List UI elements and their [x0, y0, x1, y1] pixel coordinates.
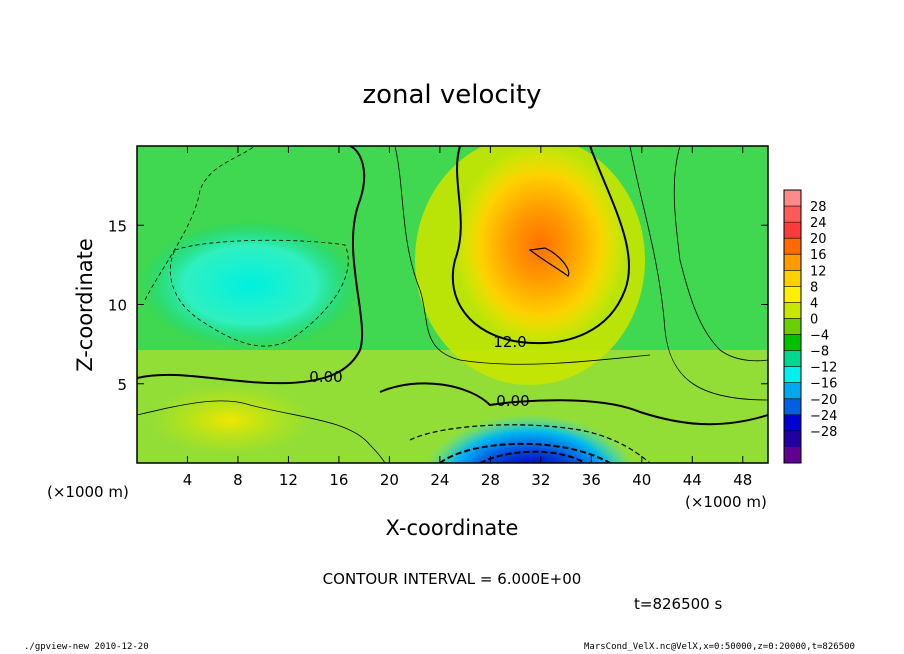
colorbar-swatch: [784, 254, 801, 271]
colorbar-frame: [783, 189, 802, 464]
colorbar-swatch: [784, 414, 801, 432]
contour-label: 12.0: [493, 333, 526, 351]
x-tick-label: 40: [632, 471, 651, 489]
heatmap-field: [137, 146, 768, 463]
colorbar-swatch: [784, 318, 801, 336]
footer-right: MarsCond_VelX.nc@VelX,x=0:50000,z=0:2000…: [584, 642, 855, 652]
colorbar-tick-label: −28: [810, 425, 837, 440]
x-tick-label: 44: [683, 471, 702, 489]
colorbar-swatch: [784, 206, 801, 223]
x-tick-label: 8: [233, 471, 243, 489]
contour-label: 0.00: [496, 392, 529, 410]
colorbar-swatch: [784, 382, 801, 400]
colorbar-tick-label: 16: [810, 248, 827, 263]
colorbar-swatch: [784, 286, 801, 303]
x-axis-label: X-coordinate: [386, 516, 519, 540]
time-label: t=826500 s: [634, 595, 722, 613]
contour-label: 0.00: [309, 368, 342, 386]
colorbar-tick-label: −4: [810, 329, 829, 344]
x-tick-label: 4: [183, 471, 193, 489]
chart-title: zonal velocity: [362, 80, 541, 110]
colorbar-swatch: [784, 270, 801, 287]
colorbar-tick-label: 28: [810, 200, 827, 215]
colorbar-tick-label: −20: [810, 393, 837, 408]
colorbar-swatch: [784, 366, 801, 384]
colorbar-tick-label: 20: [810, 232, 827, 247]
y-axis-label: Z-coordinate: [73, 238, 97, 372]
y-axis: 5 10 15: [108, 217, 768, 394]
colorbar-swatch: [784, 350, 801, 368]
contour-interval: CONTOUR INTERVAL = 6.000E+00: [323, 570, 582, 588]
colorbar-tick-label: 4: [810, 296, 818, 311]
colorbar-swatch: [784, 222, 801, 239]
x-tick-label: 24: [430, 471, 449, 489]
contour-labels: 12.0 0.00 0.00: [309, 333, 529, 410]
y-tick-label: 5: [117, 376, 127, 394]
colorbar-swatch: [784, 430, 801, 448]
colorbar-swatch: [784, 302, 801, 319]
x-tick-label: 12: [279, 471, 298, 489]
colorbar-tick-label: 0: [810, 312, 818, 327]
colorbar-tick-label: −24: [810, 409, 837, 424]
x-tick-label: 36: [582, 471, 601, 489]
colorbar-tick-label: 12: [810, 264, 827, 279]
x-tick-label: 48: [733, 471, 752, 489]
colorbar-tick-label: 24: [810, 216, 827, 231]
x-tick-label: 28: [481, 471, 500, 489]
x-unit-right: (×1000 m): [685, 493, 767, 511]
x-tick-label: 20: [380, 471, 399, 489]
colorbar-swatch: [784, 398, 801, 416]
x-tick-label: 32: [531, 471, 550, 489]
colorbar-tick-label: −12: [810, 361, 837, 376]
colorbar-swatch: [784, 238, 801, 255]
colorbar-swatch: [784, 334, 801, 352]
footer-left: ./gpview-new 2010-12-20: [24, 642, 149, 652]
y-tick-label: 15: [108, 217, 127, 235]
x-axis: 4 8 12 16 20 24 28 32 36 40 44 48: [183, 146, 752, 489]
x-tick-label: 16: [329, 471, 348, 489]
colorbar-swatch: [784, 446, 801, 464]
colorbar-tick-label: 8: [810, 280, 818, 295]
colorbar-swatch: [784, 190, 801, 207]
x-unit-left: (×1000 m): [47, 483, 129, 501]
y-tick-label: 10: [108, 297, 127, 315]
colorbar-tick-label: −16: [810, 377, 837, 392]
colorbar-tick-label: −8: [810, 345, 829, 360]
